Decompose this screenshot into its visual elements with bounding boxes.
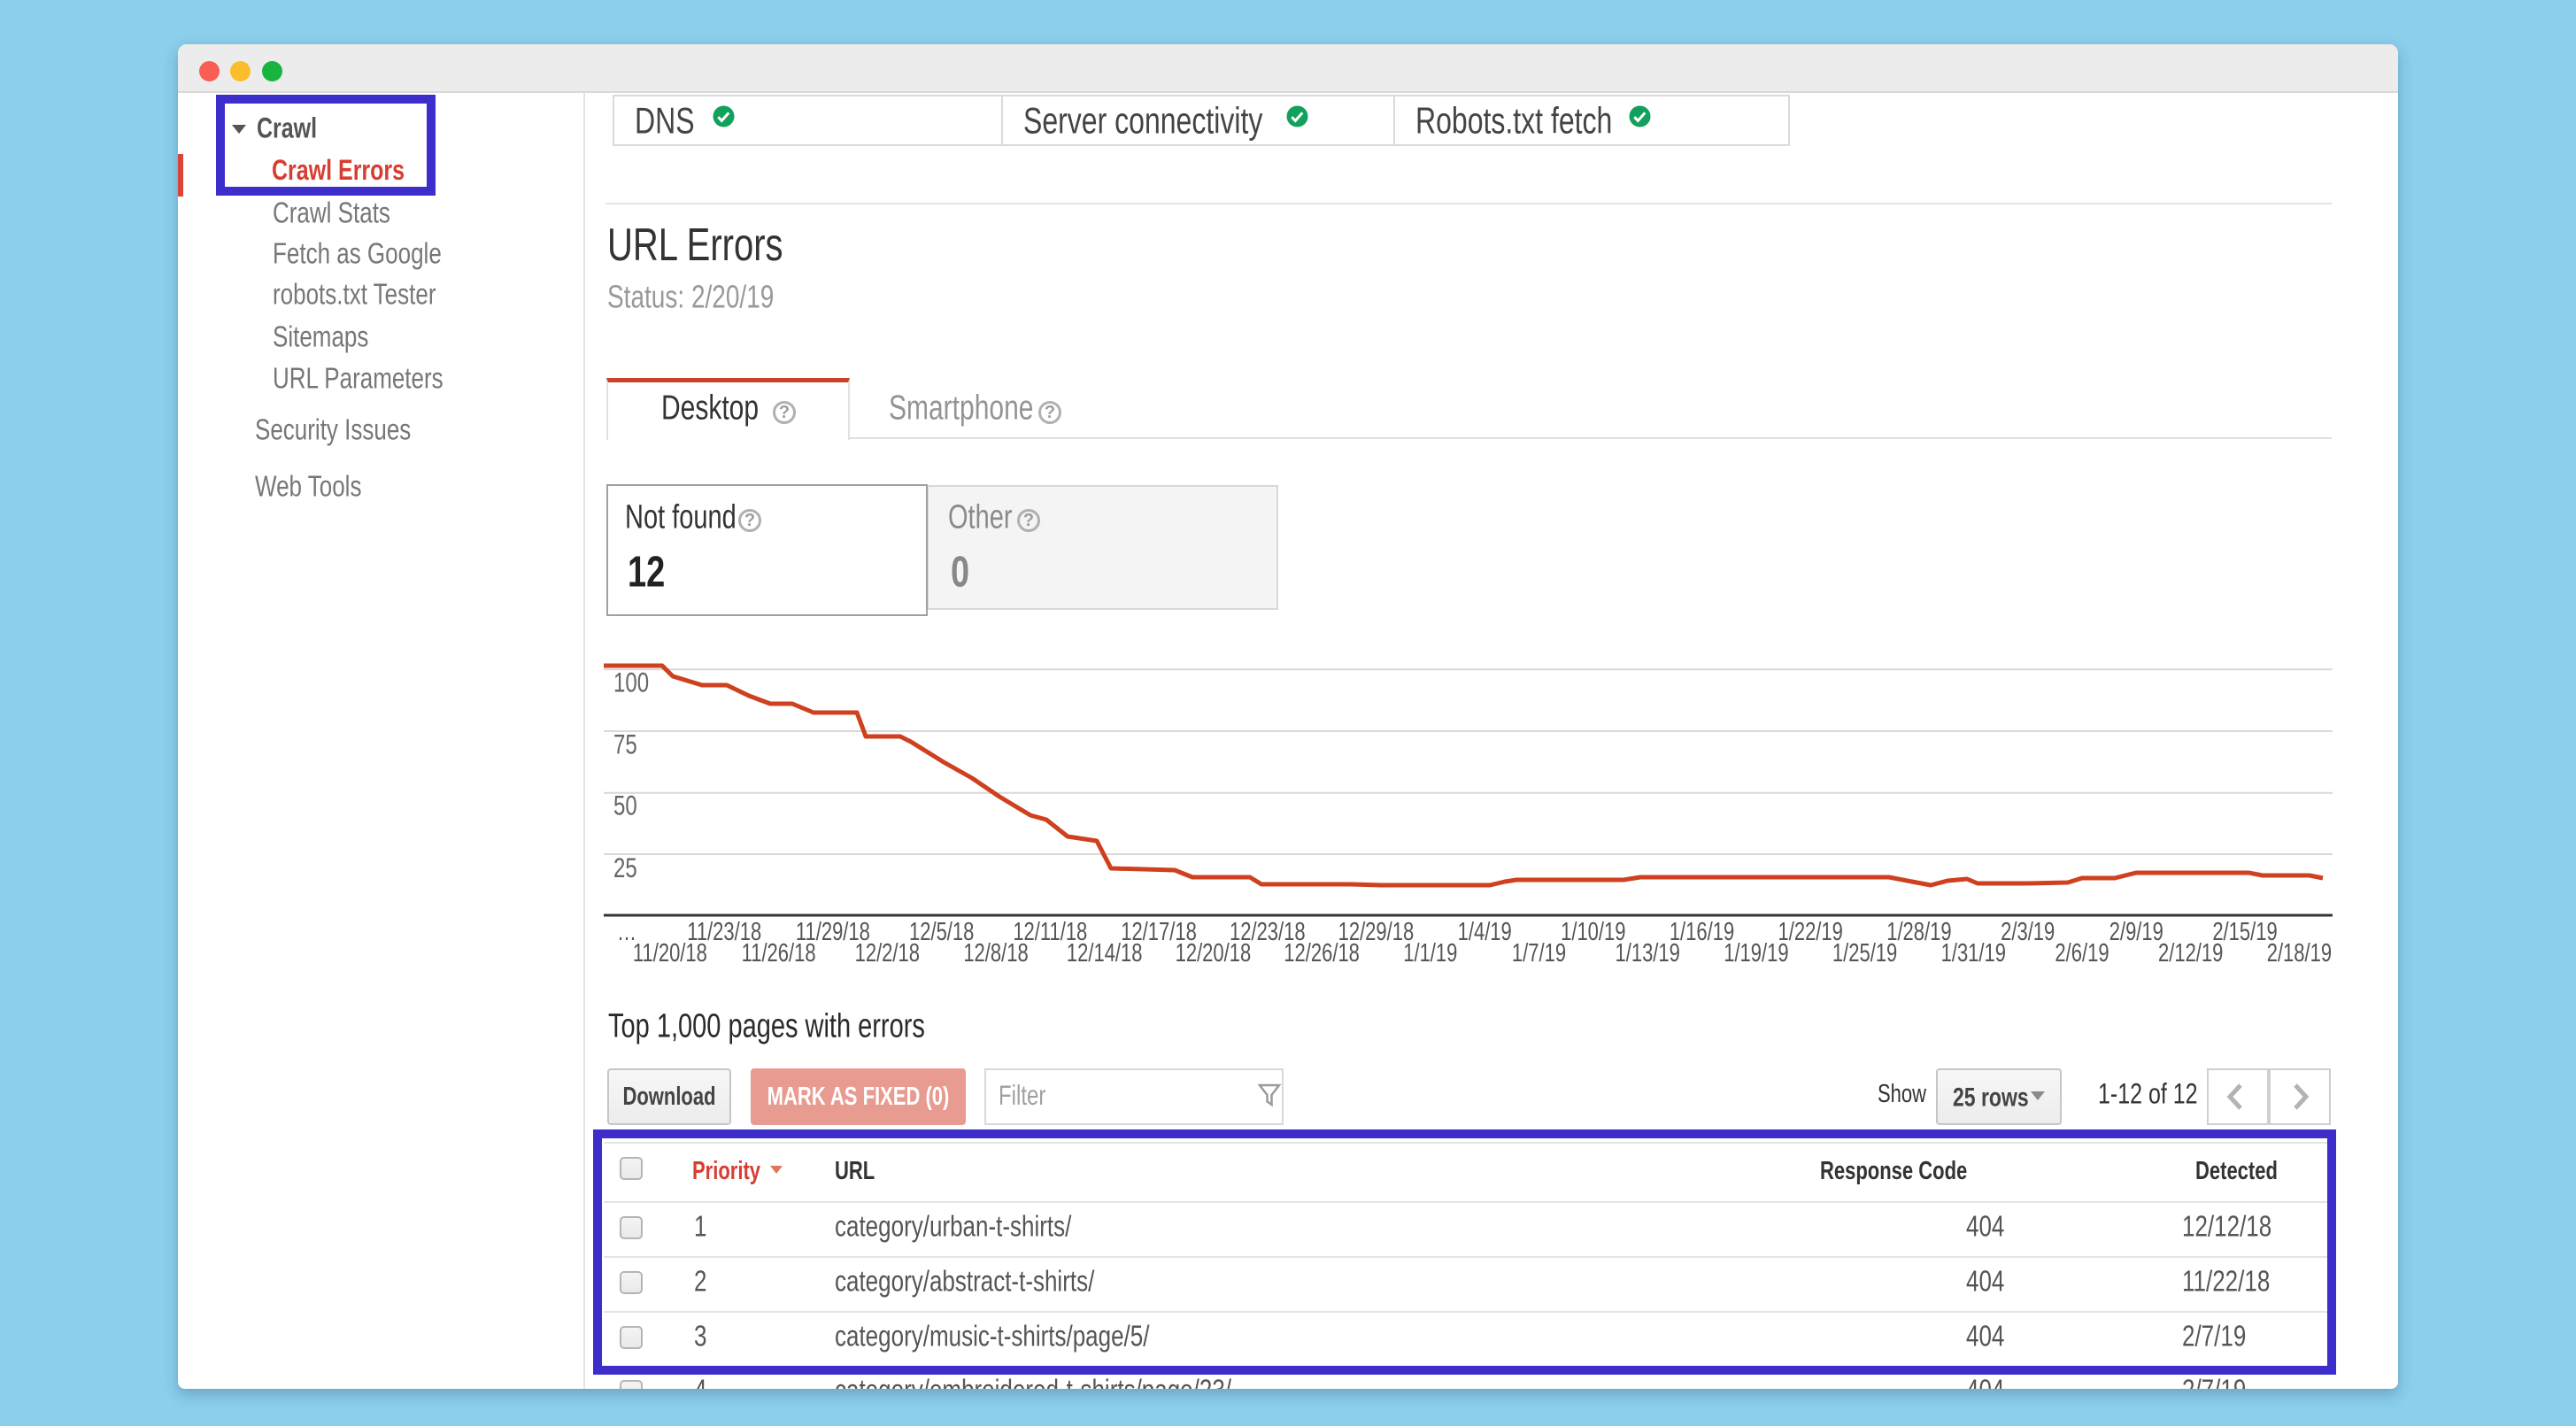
- svg-text:1/13/19: 1/13/19: [1616, 939, 1680, 967]
- svg-text:1/19/19: 1/19/19: [1724, 939, 1788, 967]
- svg-text:1/4/19: 1/4/19: [1458, 918, 1512, 945]
- svg-text:100: 100: [613, 667, 649, 698]
- svg-text:2/12/19: 2/12/19: [2158, 939, 2223, 967]
- svg-text:11/26/18: 11/26/18: [742, 939, 816, 967]
- svg-text:2/15/19: 2/15/19: [2212, 918, 2277, 945]
- svg-text:50: 50: [613, 790, 637, 821]
- svg-text:1/7/19: 1/7/19: [1512, 939, 1566, 967]
- svg-text:1/25/19: 1/25/19: [1832, 939, 1897, 967]
- svg-text:1/16/19: 1/16/19: [1670, 918, 1734, 945]
- svg-text:1/1/19: 1/1/19: [1403, 939, 1457, 967]
- svg-text:12/5/18: 12/5/18: [909, 918, 974, 945]
- svg-text:12/20/18: 12/20/18: [1176, 939, 1252, 967]
- svg-text:2/6/19: 2/6/19: [2055, 939, 2109, 967]
- svg-text:…: …: [617, 918, 636, 945]
- svg-text:2/9/19: 2/9/19: [2109, 918, 2163, 945]
- svg-text:1/31/19: 1/31/19: [1941, 939, 2006, 967]
- svg-text:1/10/19: 1/10/19: [1561, 918, 1625, 945]
- svg-text:12/2/18: 12/2/18: [855, 939, 920, 967]
- svg-text:1/28/19: 1/28/19: [1886, 918, 1951, 945]
- svg-text:12/8/18: 12/8/18: [963, 939, 1028, 967]
- svg-text:11/23/18: 11/23/18: [687, 918, 761, 945]
- svg-text:12/26/18: 12/26/18: [1284, 939, 1360, 967]
- svg-text:11/29/18: 11/29/18: [796, 918, 870, 945]
- svg-text:11/20/18: 11/20/18: [633, 939, 707, 967]
- svg-text:12/14/18: 12/14/18: [1067, 939, 1143, 967]
- svg-text:75: 75: [613, 729, 637, 760]
- svg-text:12/11/18: 12/11/18: [1013, 918, 1087, 945]
- svg-text:1/22/19: 1/22/19: [1778, 918, 1843, 945]
- svg-text:2/3/19: 2/3/19: [2001, 918, 2055, 945]
- svg-text:12/23/18: 12/23/18: [1230, 918, 1306, 945]
- svg-text:2/18/19: 2/18/19: [2267, 939, 2332, 967]
- svg-text:12/17/18: 12/17/18: [1121, 918, 1197, 945]
- svg-text:25: 25: [613, 852, 637, 883]
- svg-text:12/29/18: 12/29/18: [1338, 918, 1415, 945]
